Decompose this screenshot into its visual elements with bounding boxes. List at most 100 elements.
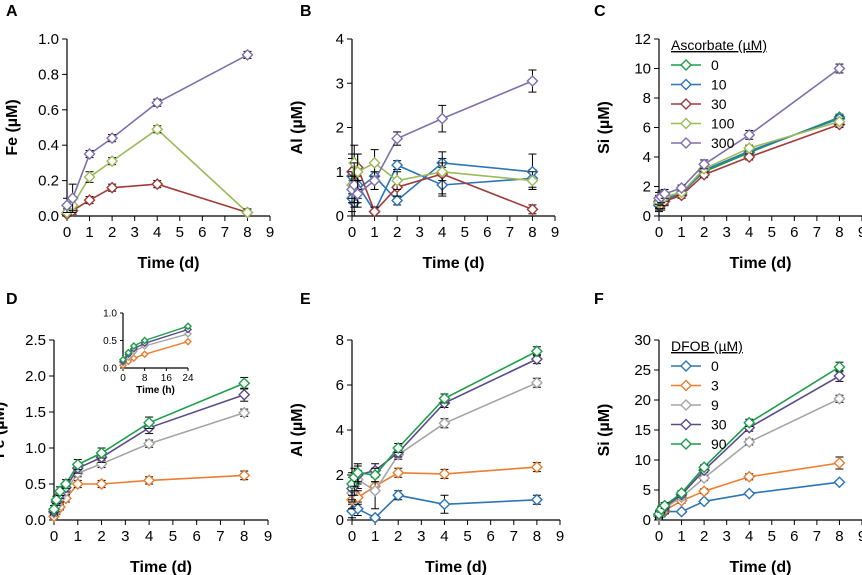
y-tick-label: 0.5 bbox=[103, 336, 117, 347]
data-point bbox=[833, 62, 846, 75]
x-tick-label: 1 bbox=[371, 528, 379, 545]
x-tick-label: 5 bbox=[169, 528, 177, 545]
panel-label: F bbox=[594, 291, 604, 308]
y-axis-label: Si (µM) bbox=[596, 404, 613, 457]
x-tick-label: 8 bbox=[533, 528, 541, 545]
x-tick-label: 4 bbox=[438, 224, 446, 241]
legend-label: 30 bbox=[711, 96, 727, 112]
x-tick-label: 0 bbox=[63, 224, 71, 241]
x-tick-label: 8 bbox=[243, 224, 251, 241]
data-point bbox=[143, 416, 156, 429]
series-90 bbox=[653, 361, 846, 520]
x-tick-label: 2 bbox=[700, 224, 708, 241]
x-tick-label: 9 bbox=[266, 224, 274, 241]
series-3 bbox=[48, 469, 251, 523]
x-tick-label: 5 bbox=[176, 224, 184, 241]
data-point bbox=[241, 206, 254, 219]
data-point bbox=[530, 461, 543, 474]
y-tick-label: 2 bbox=[336, 467, 344, 484]
data-point bbox=[106, 155, 119, 168]
legend-item: 100 bbox=[671, 116, 735, 132]
data-point bbox=[438, 417, 451, 430]
x-axis-label: Time (d) bbox=[425, 559, 487, 575]
data-point bbox=[392, 442, 405, 454]
legend-marker bbox=[680, 399, 692, 411]
data-point bbox=[151, 123, 164, 136]
legend-item: 3 bbox=[671, 378, 719, 394]
y-tick-label: 0.8 bbox=[38, 66, 59, 83]
data-point bbox=[392, 489, 405, 502]
y-tick-label: 6 bbox=[643, 120, 651, 137]
data-point bbox=[833, 457, 846, 469]
x-axis-label: Time (d) bbox=[730, 559, 792, 575]
data-point bbox=[743, 487, 756, 500]
data-point bbox=[833, 392, 846, 405]
x-tick-label: 3 bbox=[417, 528, 425, 545]
x-tick-label: 2 bbox=[108, 224, 116, 241]
series-9 bbox=[653, 392, 846, 522]
data-point bbox=[526, 203, 539, 216]
data-point bbox=[833, 115, 846, 128]
series-300 bbox=[346, 69, 539, 208]
legend-marker bbox=[680, 379, 692, 392]
x-tick-label: 3 bbox=[130, 224, 138, 241]
y-tick-label: 30 bbox=[634, 332, 651, 349]
legend-marker bbox=[680, 98, 692, 110]
data-point bbox=[238, 469, 251, 482]
y-tick-label: 0 bbox=[336, 512, 344, 529]
data-point bbox=[530, 376, 543, 389]
data-point bbox=[658, 499, 671, 512]
panel-d-inset: 0.0 0.5 1.0 0 8 16 24 Time (h) bbox=[103, 309, 194, 397]
panel-c: 0246810120123456789Time (d)Si (µM)CAscor… bbox=[594, 3, 862, 272]
x-tick-label: 0 bbox=[348, 224, 356, 241]
series-300 bbox=[61, 48, 254, 213]
x-tick-label: 1 bbox=[677, 224, 685, 241]
x-tick-label: 8 bbox=[835, 224, 843, 241]
legend-label: 9 bbox=[711, 397, 719, 413]
x-tick-label: 16 bbox=[161, 373, 173, 384]
x-tick-label: 5 bbox=[461, 224, 469, 241]
data-point bbox=[143, 437, 156, 450]
x-axis-label: Time (d) bbox=[730, 255, 792, 272]
data-point bbox=[743, 416, 756, 429]
series-30_dfob bbox=[48, 387, 251, 518]
data-point bbox=[743, 128, 756, 141]
y-tick-label: 0 bbox=[336, 208, 344, 225]
y-tick-label: 0.0 bbox=[38, 208, 59, 225]
data-point bbox=[124, 348, 133, 357]
data-point bbox=[61, 199, 73, 212]
y-tick-label: 12 bbox=[634, 31, 651, 48]
x-tick-label: 3 bbox=[121, 528, 129, 545]
legend-marker bbox=[680, 117, 692, 130]
data-point bbox=[119, 355, 127, 364]
data-point bbox=[675, 181, 688, 194]
legend: DFOB (µM) 0 3 9 30 90 bbox=[671, 338, 743, 452]
legend-item: 30 bbox=[671, 417, 727, 433]
data-point bbox=[530, 353, 543, 366]
y-axis-label: Al (µM) bbox=[289, 101, 306, 155]
data-point bbox=[106, 181, 119, 194]
series-90 bbox=[119, 322, 192, 364]
data-point bbox=[833, 476, 846, 489]
data-point bbox=[238, 406, 251, 419]
y-tick-label: 8 bbox=[643, 90, 651, 107]
y-axis-label: Si (µM) bbox=[596, 101, 613, 154]
y-tick-label: 20 bbox=[634, 392, 651, 409]
panel-a: 0.0 0.2 0.4 0.6 0.8 1.0 0 1 2 3 4 5 6 7 8 9 Time (d) Fe (… bbox=[4, 3, 274, 272]
data-point bbox=[140, 350, 149, 359]
x-tick-label: 7 bbox=[510, 528, 518, 545]
data-point bbox=[83, 148, 96, 161]
data-point bbox=[140, 336, 149, 345]
x-tick-label: 0 bbox=[348, 528, 356, 545]
data-point bbox=[95, 447, 108, 460]
y-tick-label: 1 bbox=[336, 164, 344, 181]
x-tick-label: 6 bbox=[790, 528, 798, 545]
x-axis-label: Time (d) bbox=[130, 559, 192, 575]
x-tick-label: 9 bbox=[264, 528, 272, 545]
data-point bbox=[351, 466, 364, 479]
x-tick-label: 0 bbox=[50, 528, 58, 545]
x-axis-label: Time (d) bbox=[138, 255, 200, 272]
x-tick-label: 1 bbox=[74, 528, 82, 545]
legend-label: 300 bbox=[711, 135, 735, 151]
legend-item: 0 bbox=[671, 358, 719, 374]
